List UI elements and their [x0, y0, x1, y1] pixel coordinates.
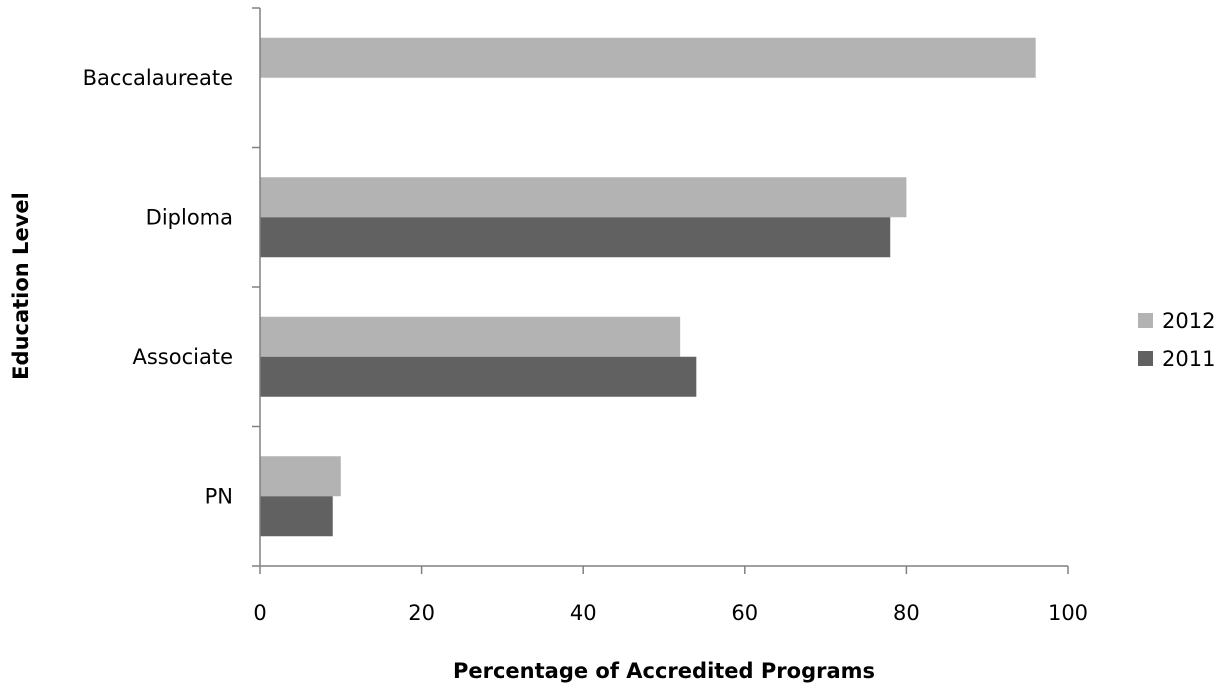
plot-area [260, 37, 1036, 537]
bar-2011-associate [260, 356, 697, 397]
bar-2012-diploma [260, 177, 907, 218]
x-axis-title: Percentage of Accredited Programs [453, 659, 875, 683]
legend: 2012 2011 [1138, 309, 1215, 371]
category-label-baccalaureate: Baccalaureate [83, 66, 233, 90]
legend-swatch-2012 [1138, 313, 1153, 328]
x-tick-label-40: 40 [570, 601, 597, 625]
bar-2012-associate [260, 316, 681, 357]
category-label-pn: PN [205, 484, 233, 508]
axes: PN Associate Diploma Baccalaureate 0 20 40 60 80… [83, 7, 1088, 625]
x-tick-label-0: 0 [253, 601, 266, 625]
legend-label-2012: 2012 [1162, 309, 1215, 333]
bar-2012-pn [260, 456, 341, 497]
bar-2012-baccalaureate [260, 37, 1036, 78]
legend-swatch-2011 [1138, 351, 1153, 366]
bar-2011-pn [260, 496, 333, 537]
x-tick-label-80: 80 [893, 601, 920, 625]
x-tick-label-100: 100 [1048, 601, 1088, 625]
x-tick-label-60: 60 [731, 601, 758, 625]
legend-label-2011: 2011 [1162, 347, 1215, 371]
x-tick-label-20: 20 [408, 601, 435, 625]
bar-2011-diploma [260, 217, 891, 258]
category-label-diploma: Diploma [146, 205, 233, 229]
category-label-associate: Associate [133, 345, 234, 369]
y-axis-title: Education Level [9, 192, 33, 380]
